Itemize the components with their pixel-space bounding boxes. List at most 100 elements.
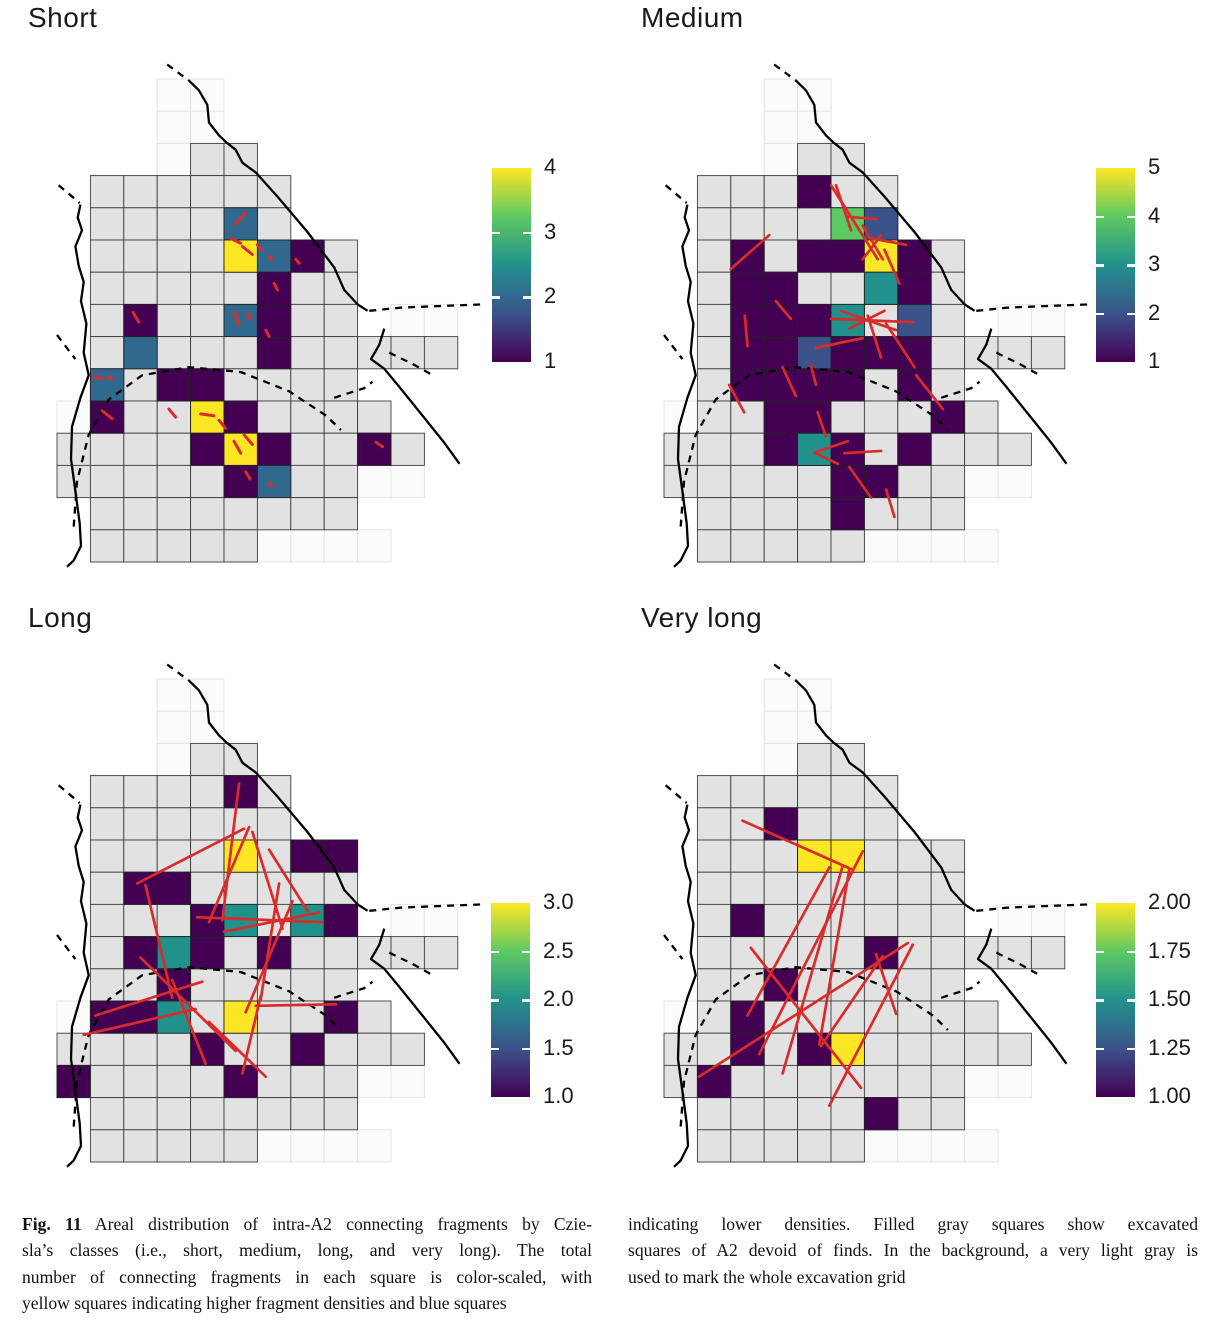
connection-segment xyxy=(834,183,853,232)
connection-segment xyxy=(741,819,853,871)
legend-tick xyxy=(1096,215,1104,218)
connection-segment xyxy=(167,407,178,419)
connection-segment xyxy=(207,1020,268,1079)
connection-segment xyxy=(241,994,263,1075)
connection-segment xyxy=(697,941,910,1079)
connection-segment xyxy=(817,867,851,1046)
connection-segment xyxy=(884,322,916,369)
legend-label: 4 xyxy=(544,153,557,179)
legend-label: 2.5 xyxy=(543,937,574,963)
legend-tick xyxy=(1096,312,1104,315)
legend-tick xyxy=(522,1047,530,1050)
connection-segment xyxy=(254,1002,338,1008)
legend-label: 4 xyxy=(1148,202,1161,228)
connection-segment xyxy=(195,915,324,924)
legend-label: 1.5 xyxy=(543,1034,574,1060)
connection-segment xyxy=(781,365,798,398)
connection-segment xyxy=(809,364,818,387)
legend-label: 1.00 xyxy=(1148,1082,1191,1108)
caption-line: used to mark the whole excavation grid xyxy=(628,1266,906,1287)
connection-segment xyxy=(170,978,207,1066)
panel-very-long: Very long 2.00 1.75 1.50 1.25 1.00 xyxy=(613,600,1225,1192)
legend-tick xyxy=(1127,312,1135,315)
connection-segment xyxy=(267,848,309,913)
connection-segment xyxy=(883,248,901,285)
legend-medium: 5 4 3 2 1 xyxy=(1096,154,1206,373)
panel-title-medium: Medium xyxy=(641,2,744,33)
caption-line: Fig. 11 Areal distribution of intra-A2 c… xyxy=(22,1214,592,1234)
caption-line: squares of A2 devoid of finds. In the ba… xyxy=(628,1240,1198,1261)
connection-segment xyxy=(812,439,850,454)
map-medium xyxy=(663,63,1090,568)
legend-tick xyxy=(1127,264,1135,267)
map-long xyxy=(56,663,483,1168)
connection-segment xyxy=(107,375,114,381)
figure-number: Fig. 11 xyxy=(22,1214,82,1234)
legend-tick xyxy=(522,999,530,1002)
connection-segment xyxy=(774,299,793,321)
connection-segment xyxy=(131,310,141,324)
connection-segment xyxy=(746,866,831,1017)
connection-segment xyxy=(846,215,878,221)
legend-tick xyxy=(1096,264,1104,267)
connection-segment xyxy=(259,882,281,1001)
legend-tick xyxy=(492,231,500,235)
legend-label: 1.75 xyxy=(1148,937,1191,963)
legend-tick xyxy=(1127,999,1135,1002)
connection-segment xyxy=(244,899,294,1014)
legend-tick xyxy=(523,296,531,299)
panel-title-long: Long xyxy=(28,602,93,633)
legend-tick xyxy=(1096,999,1104,1002)
connection-segment xyxy=(749,946,863,1090)
connection-segment xyxy=(869,237,908,247)
connection-segment xyxy=(220,782,241,922)
connection-segment xyxy=(92,375,105,380)
connection-segment xyxy=(222,911,321,934)
connection-segment xyxy=(251,830,284,930)
panel-short: Short 4 3 2 1 xyxy=(0,0,612,592)
connection-segment xyxy=(848,465,873,499)
connection-segment xyxy=(232,439,243,455)
connection-segment xyxy=(729,233,771,271)
connection-segment xyxy=(217,418,228,430)
legend-colorbar xyxy=(492,168,531,362)
connection-segment xyxy=(727,383,746,414)
legend-label: 3.0 xyxy=(543,888,574,914)
legend-tick xyxy=(491,950,499,953)
legend-short: 4 3 2 1 xyxy=(492,154,602,373)
legend-label: 1 xyxy=(544,347,557,373)
legend-label: 1.25 xyxy=(1148,1034,1191,1060)
connection-segment xyxy=(272,281,279,292)
connection-segment xyxy=(848,309,886,330)
connection-segment xyxy=(827,943,915,1107)
connection-segment xyxy=(267,481,274,488)
legend-tick xyxy=(491,999,499,1002)
caption-line: yellow squares indicating higher fragmen… xyxy=(22,1293,507,1314)
connection-segment xyxy=(139,956,238,1053)
caption-line: sla’s classes (i.e., short, medium, long… xyxy=(22,1240,592,1261)
caption-line: number of connecting fragments in each s… xyxy=(22,1266,592,1287)
connection-segment xyxy=(207,825,251,924)
connection-segment xyxy=(914,373,945,411)
legend-tick xyxy=(1127,950,1135,953)
connection-segment xyxy=(82,1007,197,1037)
legend-label: 3 xyxy=(544,218,557,244)
panel-long: Long 3.0 2.5 2.0 1.5 1.0 xyxy=(0,600,612,1192)
connection-segment xyxy=(814,336,865,350)
legend-label: 2.00 xyxy=(1148,888,1191,914)
legend-label: 2.0 xyxy=(543,985,574,1011)
connection-segment xyxy=(199,412,216,418)
map-short xyxy=(56,63,483,568)
legend-tick xyxy=(1096,1047,1104,1050)
legend-tick xyxy=(522,950,530,953)
connection-segment xyxy=(144,883,174,1000)
connection-segment xyxy=(244,470,252,481)
connection-segment xyxy=(874,952,898,1016)
connection-segment xyxy=(232,310,241,326)
legend-label: 2 xyxy=(544,283,557,309)
connection-segment xyxy=(374,440,385,449)
connection-segment xyxy=(861,224,885,261)
connection-segment xyxy=(100,409,114,421)
legend-label: 2 xyxy=(1148,299,1161,325)
